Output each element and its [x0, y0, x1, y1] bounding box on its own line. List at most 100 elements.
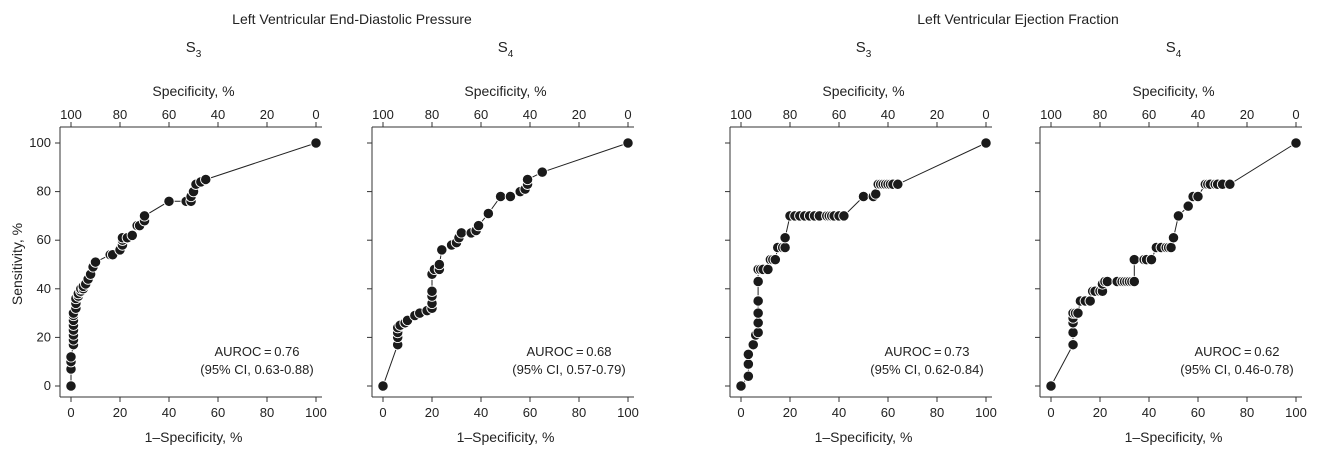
roc-point: [1172, 210, 1185, 222]
x-tick-label-top: 80: [783, 107, 797, 122]
auroc-ci: (95% CI, 0.63-0.88): [200, 362, 313, 377]
roc-point: [433, 258, 445, 271]
roc-point: [1084, 295, 1096, 307]
x-tick-label-top: 0: [982, 107, 989, 122]
roc-point: [1145, 253, 1158, 266]
x-tick-label-bottom: 20: [1093, 405, 1107, 420]
x-tick-label-bottom: 20: [783, 405, 797, 420]
x-tick-label-bottom: 100: [1285, 405, 1307, 420]
x-tick-label-top: 80: [113, 107, 127, 122]
x-tick-label-top: 0: [624, 107, 631, 122]
y-tick-label: 20: [37, 329, 51, 344]
panel-title-subscript: 4: [508, 49, 514, 60]
x-axis-label-bottom: 1–Specificity, %: [145, 429, 243, 445]
roc-point: [735, 380, 747, 392]
x-tick-label-bottom: 60: [523, 405, 537, 420]
roc-point: [494, 190, 507, 203]
x-tick-label-top: 0: [312, 107, 319, 122]
roc-point: [980, 137, 992, 149]
x-axis-label-top: Specificity, %: [822, 83, 904, 99]
y-tick-label: 80: [37, 184, 51, 199]
roc-point: [455, 227, 468, 239]
x-tick-label-top: 20: [572, 107, 586, 122]
panel-title: S3: [856, 39, 872, 60]
x-tick-label-top: 80: [1093, 107, 1107, 122]
x-tick-label-bottom: 100: [617, 405, 639, 420]
x-axis-label-top: Specificity, %: [1132, 83, 1214, 99]
x-tick-label-top: 40: [1191, 107, 1205, 122]
roc-point: [504, 190, 517, 203]
roc-point: [742, 348, 754, 361]
roc-point: [436, 244, 448, 256]
auroc-ci: (95% CI, 0.57-0.79): [512, 362, 625, 377]
panel-title-main: S: [498, 39, 508, 56]
auroc-value: AUROC = 0.76: [214, 344, 299, 359]
roc-point: [65, 351, 77, 363]
x-tick-label-bottom: 20: [425, 405, 439, 420]
x-axis-label-bottom: 1–Specificity, %: [457, 429, 555, 445]
x-tick-label-top: 20: [930, 107, 944, 122]
x-tick-label-bottom: 20: [113, 405, 127, 420]
x-tick-label-top: 20: [260, 107, 274, 122]
roc-point: [1167, 232, 1180, 244]
x-tick-label-top: 60: [832, 107, 846, 122]
x-tick-label-bottom: 80: [572, 405, 586, 420]
roc-point: [742, 358, 754, 370]
y-tick-label: 40: [37, 281, 51, 296]
x-tick-label-top: 40: [523, 107, 537, 122]
x-axis-label-top: Specificity, %: [464, 83, 546, 99]
auroc-ci: (95% CI, 0.46-0.78): [1180, 362, 1293, 377]
panel-title: S4: [498, 39, 514, 60]
y-tick-label: 100: [29, 135, 51, 150]
panel-title-main: S: [856, 39, 866, 56]
roc-point: [1182, 200, 1194, 212]
panel-title-subscript: 3: [196, 49, 202, 60]
roc-point: [310, 137, 322, 149]
x-tick-label-bottom: 60: [1191, 405, 1205, 420]
x-tick-label-bottom: 80: [1240, 405, 1254, 420]
x-tick-label-top: 40: [881, 107, 895, 122]
x-tick-label-bottom: 40: [1142, 405, 1156, 420]
roc-point: [747, 339, 759, 351]
roc-point: [752, 326, 764, 339]
roc-point: [200, 173, 212, 186]
roc-point: [1290, 137, 1302, 149]
roc-point: [1192, 190, 1204, 203]
roc-point: [1067, 326, 1079, 339]
roc-point: [126, 229, 138, 241]
group-title-lvedp: Left Ventricular End-Diastolic Pressure: [232, 11, 472, 27]
auroc-value: AUROC = 0.62: [1194, 344, 1279, 359]
x-tick-label-bottom: 60: [881, 405, 895, 420]
x-axis-label-bottom: 1–Specificity, %: [1125, 429, 1223, 445]
x-tick-label-top: 100: [1040, 107, 1062, 122]
roc-point: [426, 285, 438, 297]
roc-point: [752, 275, 764, 288]
roc-point: [89, 256, 102, 268]
roc-point: [377, 380, 389, 392]
roc-panel-1: S3 0 20 40 60 80 100 100 80 60 40 20 0 0 20 40 60 80 100 1–…: [29, 39, 327, 445]
roc-point: [482, 207, 494, 220]
roc-panel-3: S3 0 20 40 60 80 100 100 80 60 40 20 0 1–Specificity,…: [725, 39, 997, 445]
x-axis-label-top: Specificity, %: [152, 83, 234, 99]
panel-title: S3: [186, 39, 202, 60]
roc-point: [1101, 275, 1114, 288]
y-axis-label: Sensitivity, %: [9, 223, 25, 305]
x-tick-label-top: 40: [211, 107, 225, 122]
x-tick-label-bottom: 100: [975, 405, 997, 420]
roc-point: [65, 380, 77, 392]
x-tick-label-top: 20: [1240, 107, 1254, 122]
x-tick-label-bottom: 80: [930, 405, 944, 420]
panel-title-subscript: 4: [1176, 49, 1182, 60]
x-tick-label-bottom: 40: [832, 405, 846, 420]
x-tick-label-bottom: 40: [162, 405, 176, 420]
roc-point: [1224, 178, 1236, 190]
roc-point: [752, 295, 764, 307]
roc-point: [536, 166, 548, 178]
roc-point: [1045, 380, 1057, 392]
x-tick-label-top: 0: [1292, 107, 1299, 122]
roc-point: [163, 195, 175, 207]
roc-point: [1128, 275, 1140, 288]
